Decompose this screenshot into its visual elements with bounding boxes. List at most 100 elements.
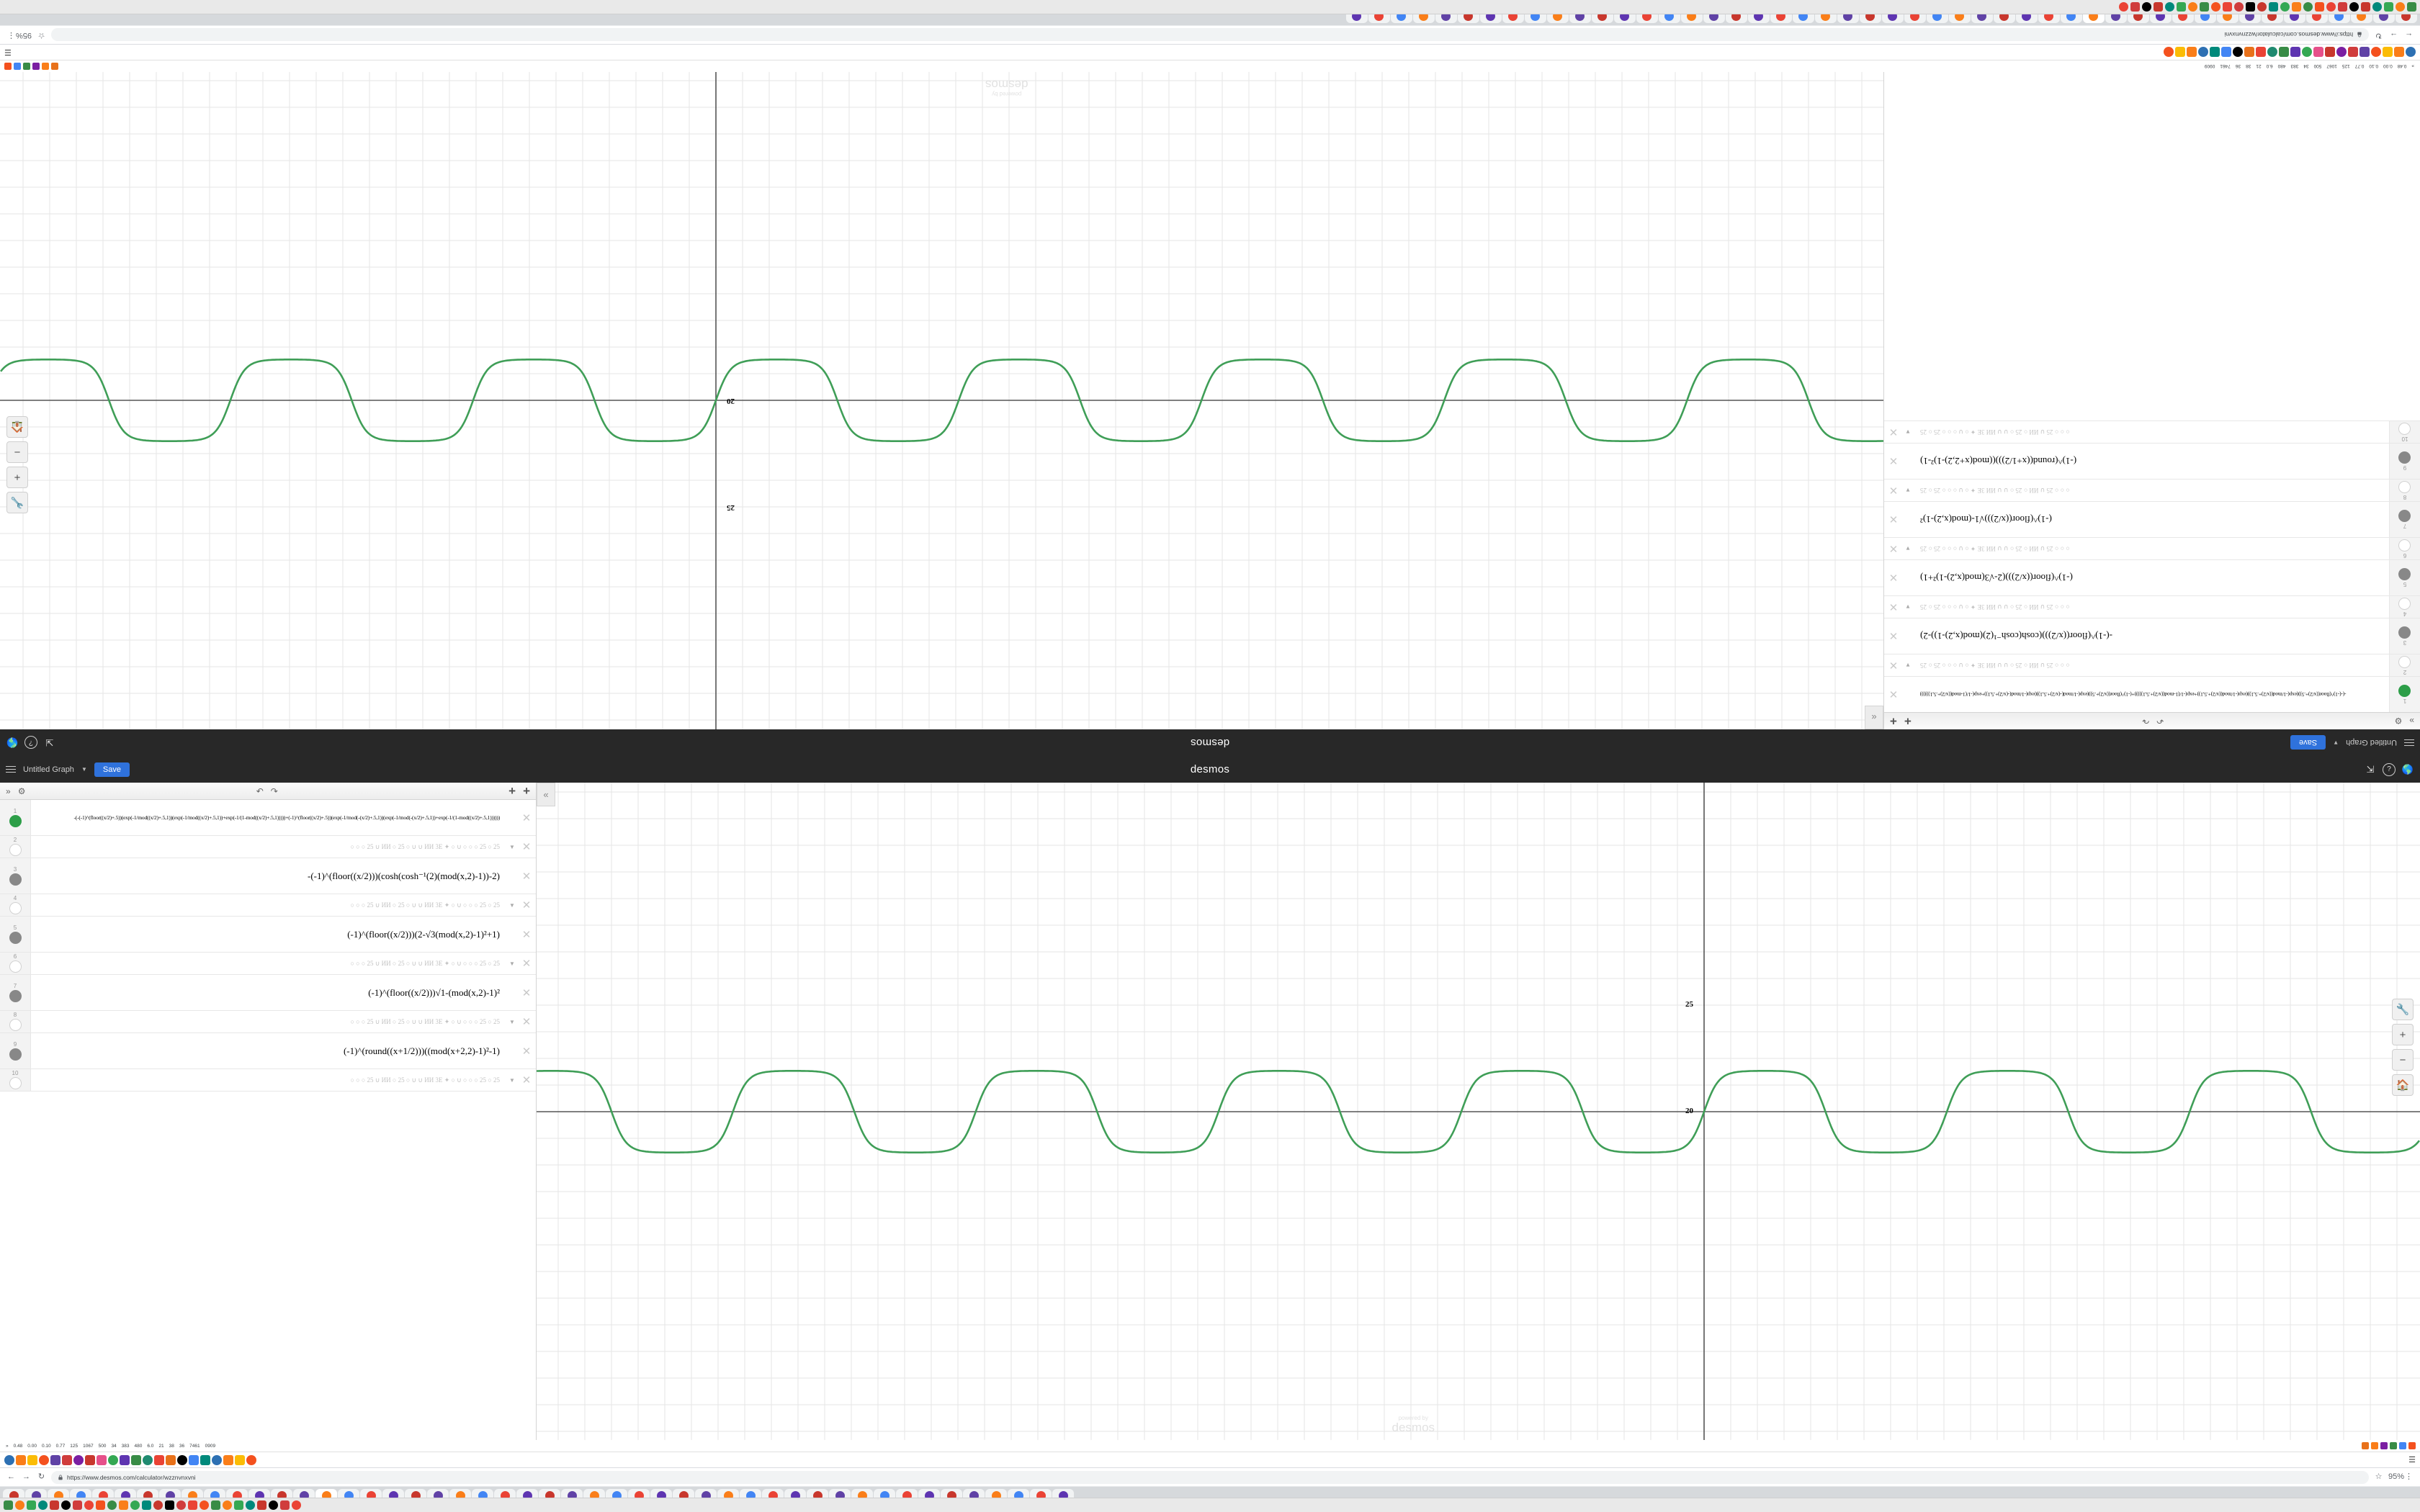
taskbar-icon[interactable] [280, 1500, 290, 1510]
extension-icon[interactable] [246, 1454, 256, 1465]
expression-caret-icon[interactable] [1903, 444, 1913, 479]
extension-icon[interactable] [2313, 47, 2323, 58]
extension-icon[interactable] [2360, 47, 2370, 58]
taskbar-icon[interactable] [2246, 2, 2255, 12]
taskbar-icon[interactable] [2200, 2, 2209, 12]
bookmark-item[interactable]: 1067 [2326, 63, 2337, 69]
taskbar-icon[interactable] [107, 1500, 117, 1510]
expression-row[interactable]: 7 (-1)^(floor((x/2)))√1-(mod(x,2)-1)² ✕ [0, 975, 536, 1011]
expression-caret-icon[interactable]: ▼ [1905, 487, 1911, 494]
taskbar-icon[interactable] [188, 1500, 197, 1510]
expression-caret-icon[interactable] [1903, 560, 1913, 595]
save-button[interactable]: Save [94, 762, 130, 777]
delete-expression-icon[interactable]: ✕ [1888, 659, 1899, 671]
expression-row[interactable]: 5 (-1)^(floor((x/2)))(2-√3(mod(x,2)-1)²+1… [1884, 559, 2420, 595]
expression-caret-icon[interactable] [507, 917, 517, 952]
expression-body[interactable]: ○ ○ ○ 25 ∪ ИИ ○ 25 ○ ∪ ∪ ИИ 3E ✦ ○ ∪ ○ ○… [1913, 421, 2389, 443]
expression-caret-icon[interactable] [507, 1033, 517, 1068]
bookmark-item[interactable]: 0.00 [27, 1443, 37, 1449]
zoom-in-button[interactable]: + [6, 467, 28, 488]
extension-icon[interactable] [2290, 47, 2300, 58]
undo-icon[interactable]: ↶ [256, 786, 264, 796]
extension-icon[interactable] [189, 1454, 199, 1465]
extension-icon[interactable] [4, 1454, 14, 1465]
menu-icon[interactable] [6, 764, 16, 775]
bookmark-item[interactable]: 500 [2313, 63, 2322, 69]
back-arrow-icon[interactable]: ← [7, 1472, 15, 1481]
zoom-out-button[interactable]: − [2392, 1049, 2414, 1071]
extensions-menu-icon[interactable]: ☰ [2408, 1456, 2416, 1464]
extension-icon[interactable] [2256, 47, 2266, 58]
expression-caret-icon[interactable]: ▼ [1905, 662, 1911, 669]
taskbar-icon[interactable] [2315, 2, 2324, 12]
taskbar-icon[interactable] [2257, 2, 2267, 12]
taskbar-icon[interactable] [2188, 2, 2197, 12]
bookmark-favicon-icon[interactable] [2390, 1442, 2397, 1449]
add-expression-button[interactable]: + [508, 783, 516, 798]
bookmark-item[interactable]: 6.0 [2266, 63, 2273, 69]
taskbar-icon[interactable] [2349, 2, 2359, 12]
redo-icon[interactable]: ↷ [2142, 716, 2150, 726]
bookmarks-overflow-icon[interactable]: » [6, 1443, 9, 1449]
expression-row[interactable]: 8 ○ ○ ○ 25 ∪ ИИ ○ 25 ○ ∪ ∪ ИИ 3E ✦ ○ ∪ ○ … [0, 1011, 536, 1033]
taskbar-icon[interactable] [142, 1500, 151, 1510]
delete-expression-icon[interactable]: ✕ [1888, 426, 1899, 438]
taskbar-icon[interactable] [292, 1500, 301, 1510]
extension-icon[interactable] [212, 1454, 222, 1465]
add-item-button[interactable]: + [1889, 714, 1897, 729]
globe-icon[interactable]: 🌎 [6, 737, 19, 749]
expression-row[interactable]: 4 ○ ○ ○ 25 ∪ ИИ ○ 25 ○ ∪ ∪ ИИ 3E ✦ ○ ∪ ○ … [0, 894, 536, 917]
bookmark-item[interactable]: 1067 [83, 1443, 94, 1449]
expression-body[interactable]: ○ ○ ○ 25 ∪ ИИ ○ 25 ○ ∪ ∪ ИИ 3E ✦ ○ ∪ ○ ○… [1913, 480, 2389, 501]
expression-row[interactable]: 4 ○ ○ ○ 25 ∪ ИИ ○ 25 ○ ∪ ∪ ИИ 3E ✦ ○ ∪ ○ … [1884, 595, 2420, 618]
delete-expression-icon[interactable]: ✕ [521, 928, 532, 941]
menu-icon[interactable] [2404, 737, 2414, 748]
extension-icon[interactable] [177, 1454, 187, 1465]
help-icon[interactable]: ? [2383, 762, 2396, 776]
expression-body[interactable]: (-1)^(floor((x/2)))√1-(mod(x,2)-1)² [31, 975, 507, 1010]
zoom-in-button[interactable]: + [2392, 1024, 2414, 1045]
taskbar-icon[interactable] [257, 1500, 266, 1510]
taskbar-icon[interactable] [200, 1500, 209, 1510]
taskbar-icon[interactable] [130, 1500, 140, 1510]
extension-icon[interactable] [2336, 47, 2347, 58]
graph-canvas[interactable]: « 🔧 + − 🏠 powered by desmos 25 20 [537, 783, 2420, 1440]
browser-menu-icon[interactable]: ⋮ [7, 31, 15, 40]
expression-caret-icon[interactable]: ▼ [509, 1076, 515, 1084]
bookmark-item[interactable]: 383 [121, 1443, 130, 1449]
extension-icon[interactable] [16, 1454, 26, 1465]
expression-row[interactable]: 5 (-1)^(floor((x/2)))(2-√3(mod(x,2)-1)²+1… [0, 917, 536, 953]
expression-color-toggle[interactable] [9, 814, 22, 827]
bookmark-item[interactable]: 34 [111, 1443, 117, 1449]
expression-color-toggle[interactable] [9, 844, 22, 856]
expression-body[interactable]: -(-1)^(floor((x/2)))(cosh(cosh⁻¹(2)(mod(… [31, 858, 507, 894]
expression-color-toggle[interactable] [9, 902, 22, 914]
back-arrow-icon[interactable]: ← [2405, 31, 2413, 40]
extension-icon[interactable] [2198, 47, 2208, 58]
extension-icon[interactable] [50, 1454, 60, 1465]
bookmark-favicon-icon[interactable] [23, 63, 30, 70]
extension-icon[interactable] [2394, 47, 2404, 58]
taskbar-icon[interactable] [2303, 2, 2313, 12]
expression-row[interactable]: 2 ○ ○ ○ 25 ∪ ИИ ○ 25 ○ ∪ ∪ ИИ 3E ✦ ○ ∪ ○ … [0, 836, 536, 858]
taskbar-icon[interactable] [165, 1500, 174, 1510]
bookmark-item[interactable]: 500 [98, 1443, 107, 1449]
extension-icon[interactable] [2325, 47, 2335, 58]
taskbar-icon[interactable] [2326, 2, 2336, 12]
expression-color-toggle[interactable] [9, 931, 22, 944]
globe-icon[interactable]: 🌎 [2401, 763, 2414, 775]
expression-row[interactable]: 10 ○ ○ ○ 25 ∪ ИИ ○ 25 ○ ∪ ∪ ИИ 3E ✦ ○ ∪ ○… [0, 1069, 536, 1092]
taskbar-icon[interactable] [2372, 2, 2382, 12]
expression-row[interactable]: 6 ○ ○ ○ 25 ∪ ИИ ○ 25 ○ ∪ ∪ ИИ 3E ✦ ○ ∪ ○ … [0, 953, 536, 975]
extension-icon[interactable] [39, 1454, 49, 1465]
bookmark-item[interactable]: 480 [134, 1443, 143, 1449]
wrench-icon[interactable]: 🔧 [6, 492, 28, 513]
extension-icon[interactable] [166, 1454, 176, 1465]
extension-icon[interactable] [235, 1454, 245, 1465]
zoom-indicator[interactable]: 95% [2388, 1472, 2405, 1481]
expression-color-toggle[interactable] [9, 960, 22, 973]
extension-icon[interactable] [2267, 47, 2277, 58]
extension-icon[interactable] [73, 1454, 84, 1465]
taskbar-icon[interactable] [119, 1500, 128, 1510]
bookmark-favicon-icon[interactable] [51, 63, 58, 70]
